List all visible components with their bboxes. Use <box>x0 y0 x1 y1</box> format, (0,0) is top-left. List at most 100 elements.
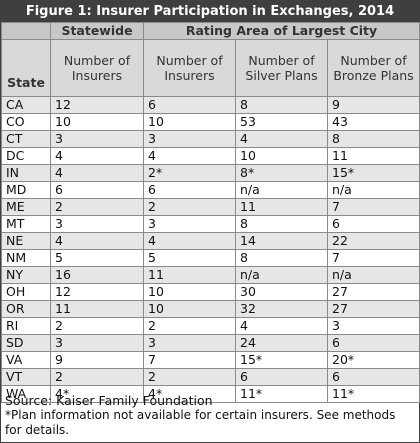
cell-state: CT <box>1 130 51 148</box>
table-row: OH 12 10 30 27 <box>1 283 420 301</box>
table-row: NE 4 4 14 22 <box>1 232 420 250</box>
cell-rating-insurers: 5 <box>143 249 236 267</box>
cell-statewide-insurers: 4* <box>50 385 144 403</box>
cell-statewide-insurers: 4 <box>50 147 144 165</box>
table-row: WA 4* 4* 11* 11* <box>1 385 420 403</box>
cell-rating-insurers: 10 <box>143 283 236 301</box>
cell-rating-insurers: 10 <box>143 113 236 131</box>
cell-statewide-insurers: 2 <box>50 317 144 335</box>
cell-silver-plans: 32 <box>235 300 328 318</box>
cell-state: VT <box>1 368 51 386</box>
cell-silver-plans: 15* <box>235 351 328 369</box>
cell-silver-plans: n/a <box>235 181 328 199</box>
cell-bronze-plans: n/a <box>326 266 420 284</box>
cell-rating-insurers: 3 <box>143 130 236 148</box>
table-body: CA 12 6 8 9 CO 10 10 53 43 CT 3 3 4 8 DC 4 4 10 11 IN 4 2* 8* 15… <box>1 96 420 403</box>
cell-statewide-insurers: 12 <box>50 283 144 301</box>
cell-silver-plans: 10 <box>235 147 328 165</box>
group-header-row: Statewide Rating Area of Largest City <box>1 22 420 40</box>
cell-statewide-insurers: 4 <box>50 232 144 250</box>
cell-silver-plans: 30 <box>235 283 328 301</box>
cell-state: MT <box>1 215 51 233</box>
cell-state: RI <box>1 317 51 335</box>
cell-statewide-insurers: 16 <box>50 266 144 284</box>
cell-bronze-plans: 27 <box>326 283 420 301</box>
cell-rating-insurers: 10 <box>143 300 236 318</box>
cell-bronze-plans: n/a <box>326 181 420 199</box>
cell-silver-plans: 8 <box>235 215 328 233</box>
column-header-silver-plans: Number of Silver Plans <box>235 39 328 97</box>
cell-rating-insurers: 2 <box>143 198 236 216</box>
cell-silver-plans: 8 <box>235 249 328 267</box>
cell-statewide-insurers: 2 <box>50 368 144 386</box>
column-header-statewide-insurers: Number of Insurers <box>50 39 144 97</box>
cell-statewide-insurers: 12 <box>50 96 144 114</box>
cell-bronze-plans: 20* <box>326 351 420 369</box>
column-header-state: State <box>1 39 51 97</box>
cell-silver-plans: 53 <box>235 113 328 131</box>
cell-rating-insurers: 7 <box>143 351 236 369</box>
cell-rating-insurers: 6 <box>143 96 236 114</box>
table-row: CT 3 3 4 8 <box>1 130 420 148</box>
cell-silver-plans: 8 <box>235 96 328 114</box>
cell-rating-insurers: 2 <box>143 317 236 335</box>
cell-state: NM <box>1 249 51 267</box>
cell-bronze-plans: 7 <box>326 249 420 267</box>
cell-statewide-insurers: 5 <box>50 249 144 267</box>
group-header-rating-area: Rating Area of Largest City <box>142 22 420 40</box>
cell-statewide-insurers: 11 <box>50 300 144 318</box>
table-row: VA 9 7 15* 20* <box>1 351 420 369</box>
table-row: NY 16 11 n/a n/a <box>1 266 420 284</box>
cell-rating-insurers: 3 <box>143 334 236 352</box>
cell-state: NE <box>1 232 51 250</box>
cell-state: OR <box>1 300 51 318</box>
cell-statewide-insurers: 3 <box>50 215 144 233</box>
source-note: Source: Kaiser Family Foundation <box>5 393 213 408</box>
cell-state: CO <box>1 113 51 131</box>
cell-bronze-plans: 8 <box>326 130 420 148</box>
cell-rating-insurers: 4 <box>143 232 236 250</box>
cell-statewide-insurers: 10 <box>50 113 144 131</box>
cell-silver-plans: n/a <box>235 266 328 284</box>
cell-statewide-insurers: 3 <box>50 334 144 352</box>
cell-bronze-plans: 6 <box>326 215 420 233</box>
cell-bronze-plans: 11 <box>326 147 420 165</box>
cell-state: WA <box>1 385 51 403</box>
cell-bronze-plans: 27 <box>326 300 420 318</box>
table-row: NM 5 5 8 7 <box>1 249 420 267</box>
table-row: CA 12 6 8 9 <box>1 96 420 114</box>
cell-bronze-plans: 7 <box>326 198 420 216</box>
cell-silver-plans: 24 <box>235 334 328 352</box>
insurer-participation-table: Statewide Rating Area of Largest City St… <box>1 22 420 403</box>
cell-bronze-plans: 3 <box>326 317 420 335</box>
cell-statewide-insurers: 6 <box>50 181 144 199</box>
cell-bronze-plans: 15* <box>326 164 420 182</box>
cell-rating-insurers: 3 <box>143 215 236 233</box>
cell-state: CA <box>1 96 51 114</box>
cell-statewide-insurers: 9 <box>50 351 144 369</box>
cell-state: ME <box>1 198 51 216</box>
cell-silver-plans: 6 <box>235 368 328 386</box>
cell-rating-insurers: 4 <box>143 147 236 165</box>
cell-state: IN <box>1 164 51 182</box>
cell-silver-plans: 11* <box>235 385 328 403</box>
table-row: DC 4 4 10 11 <box>1 147 420 165</box>
cell-bronze-plans: 6 <box>326 368 420 386</box>
cell-rating-insurers: 2* <box>143 164 236 182</box>
table-row: MT 3 3 8 6 <box>1 215 420 233</box>
group-header-blank <box>1 22 51 40</box>
cell-rating-insurers: 11 <box>143 266 236 284</box>
table-row: VT 2 2 6 6 <box>1 368 420 386</box>
cell-rating-insurers: 4* <box>143 385 236 403</box>
cell-state: SD <box>1 334 51 352</box>
table-row: SD 3 3 24 6 <box>1 334 420 352</box>
cell-state: NY <box>1 266 51 284</box>
table-row: ME 2 2 11 7 <box>1 198 420 216</box>
cell-bronze-plans: 6 <box>326 334 420 352</box>
group-header-statewide: Statewide <box>50 22 144 40</box>
table-row: RI 2 2 4 3 <box>1 317 420 335</box>
table-row: IN 4 2* 8* 15* <box>1 164 420 182</box>
cell-state: MD <box>1 181 51 199</box>
cell-statewide-insurers: 4 <box>50 164 144 182</box>
